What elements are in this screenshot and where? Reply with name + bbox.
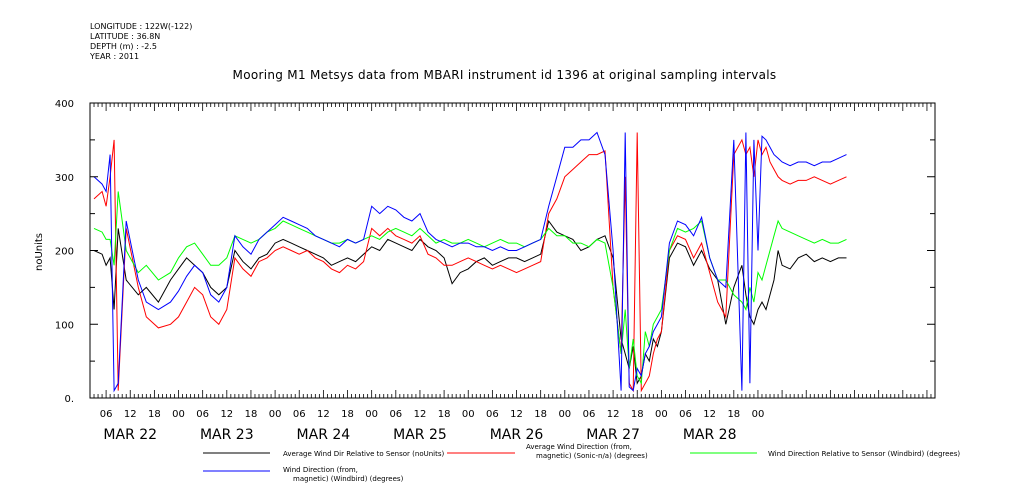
latitude-text: LATITUDE : 36.8N	[90, 32, 161, 41]
x-hour-label: 00	[269, 409, 282, 420]
series-line-2	[93, 191, 847, 385]
x-hour-label: 12	[703, 409, 716, 420]
x-hour-label: 06	[583, 409, 596, 420]
x-hour-label: 12	[607, 409, 620, 420]
x-day-label: MAR 24	[297, 427, 351, 443]
x-hour-label: 12	[510, 409, 523, 420]
x-hour-label: 18	[727, 409, 740, 420]
x-day-label: MAR 27	[586, 427, 640, 443]
x-hour-label: 00	[655, 409, 668, 420]
x-hour-label: 18	[341, 409, 354, 420]
x-hour-label: 00	[752, 409, 765, 420]
plot-lines	[93, 131, 847, 393]
x-hour-label: 12	[414, 409, 427, 420]
chart-title: Mooring M1 Metsys data from MBARI instru…	[232, 68, 777, 82]
x-hour-label: 12	[317, 409, 330, 420]
x-day-label: MAR 22	[103, 427, 157, 443]
x-hour-label: 18	[148, 409, 161, 420]
x-hour-label: 06	[293, 409, 306, 420]
x-hour-label: 00	[365, 409, 378, 420]
legend-label-3: Wind Direction (from, magnetic) (Windbird…	[283, 466, 404, 483]
x-hour-label: 12	[220, 409, 233, 420]
series-line-3	[93, 131, 847, 393]
x-hour-label: 00	[172, 409, 185, 420]
depth-text: DEPTH (m) : -2.5	[90, 42, 157, 51]
y-axis-label: noUnits	[34, 233, 45, 271]
x-hour-label: 06	[100, 409, 113, 420]
x-hour-label: 18	[534, 409, 547, 420]
series-line-0	[93, 219, 847, 385]
metadata-block: LONGITUDE : 122W(-122) LATITUDE : 36.8N …	[90, 22, 192, 62]
x-hour-label: 06	[486, 409, 499, 420]
legend-label-2: Wind Direction Relative to Sensor (Windb…	[768, 450, 960, 458]
x-hour-label: 12	[124, 409, 137, 420]
x-day-label: MAR 23	[200, 427, 254, 443]
x-day-label: MAR 26	[490, 427, 544, 443]
y-tick-label: 100	[55, 320, 74, 331]
series-line-1	[93, 132, 847, 393]
x-hour-label: 06	[679, 409, 692, 420]
legend-label-0: Average Wind Dir Relative to Sensor (noU…	[283, 450, 444, 458]
x-day-label: MAR 25	[393, 427, 447, 443]
axes: 0. 100 200 300 400 06 12 18 00 06 12 18 00 06 12 18 00 06…	[55, 99, 936, 443]
y-tick-label: 200	[55, 247, 74, 258]
x-hour-label: 18	[245, 409, 258, 420]
x-hour-label: 00	[558, 409, 571, 420]
x-day-label: MAR 28	[683, 427, 737, 443]
x-hour-label: 00	[462, 409, 475, 420]
y-tick-label: 0.	[64, 394, 74, 405]
longitude-text: LONGITUDE : 122W(-122)	[90, 22, 193, 31]
x-hour-label: 06	[196, 409, 209, 420]
year-text: YEAR : 2011	[90, 52, 140, 61]
x-hour-label: 06	[389, 409, 402, 420]
x-hour-label: 18	[438, 409, 451, 420]
x-hour-label: 18	[631, 409, 644, 420]
legend-label-1: Average Wind Direction (from, magnetic) (…	[526, 443, 648, 460]
legend: Average Wind Dir Relative to Sensor (noU…	[203, 443, 960, 483]
y-tick-label: 400	[55, 99, 74, 110]
y-tick-label: 300	[55, 173, 74, 184]
